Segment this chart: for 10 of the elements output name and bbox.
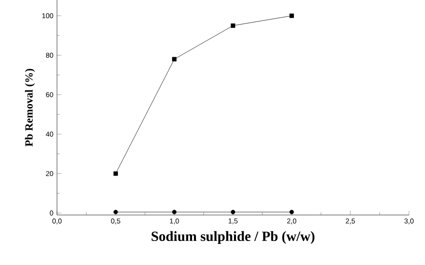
point [230,210,236,214]
point [113,210,118,214]
point [172,56,177,62]
x-axis-title: Sodium sulphide / Pb (w/w) [152,231,314,244]
point [289,14,294,18]
point [113,171,118,176]
y-axis-title: Pb Removal (%) [24,68,35,146]
point [230,23,236,28]
point [172,210,177,214]
point [289,210,294,214]
